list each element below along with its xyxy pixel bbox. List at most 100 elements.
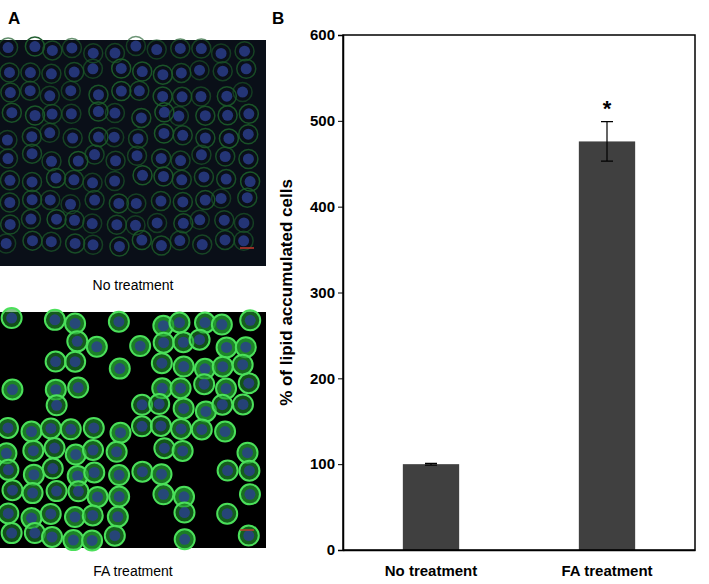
- cell-nucleus: [114, 241, 125, 252]
- cell-outline: [23, 172, 42, 191]
- cell-nucleus: [47, 532, 58, 543]
- cell-nucleus: [135, 341, 146, 352]
- cell-nucleus: [27, 235, 38, 246]
- cell-nucleus: [70, 356, 81, 367]
- cell-outline: [21, 63, 40, 82]
- cell-nucleus: [156, 153, 167, 164]
- cell-outline: [170, 231, 189, 250]
- cell-outline: [218, 106, 237, 125]
- cell-outline: [154, 167, 173, 186]
- cell-nucleus: [133, 133, 144, 144]
- cell-lipid: [87, 337, 107, 357]
- cell-nucleus: [112, 511, 123, 522]
- cell-nucleus: [88, 48, 99, 59]
- cell-outline: [126, 216, 145, 235]
- cell-nucleus: [137, 399, 148, 410]
- bar: [403, 464, 459, 550]
- cell-outline: [127, 194, 146, 213]
- cell-nucleus: [51, 400, 62, 411]
- cell-outline: [215, 211, 234, 230]
- cell-outline: [0, 130, 17, 149]
- cell-nucleus: [111, 446, 122, 457]
- cell-nucleus: [176, 174, 187, 185]
- cell-nucleus: [49, 443, 60, 454]
- cell-nucleus: [245, 176, 256, 187]
- cell-outline: [40, 86, 59, 105]
- cell-nucleus: [93, 89, 104, 100]
- cell-outline: [234, 213, 253, 232]
- cell-outline: [64, 170, 83, 189]
- cell-nucleus: [28, 445, 39, 456]
- cell-nucleus: [51, 214, 62, 225]
- cell-nucleus: [51, 172, 62, 183]
- cell-outline: [196, 129, 215, 148]
- tick-label: 400: [310, 198, 335, 215]
- y-tick: 300: [310, 284, 343, 301]
- cell-outline: [234, 231, 253, 250]
- cell-lipid: [41, 418, 61, 438]
- cell-nucleus: [222, 465, 233, 476]
- cell-nucleus: [216, 48, 227, 59]
- cell-nucleus: [46, 68, 57, 79]
- cell-outline: [83, 173, 102, 192]
- cell-outline: [152, 236, 171, 255]
- cell-lipid: [171, 378, 191, 398]
- cell-nucleus: [69, 67, 80, 78]
- cell-nucleus: [237, 87, 248, 98]
- cell-outline: [25, 37, 44, 56]
- cell-nucleus: [137, 66, 148, 77]
- cell-outline: [239, 125, 258, 144]
- cell-lipid: [151, 416, 171, 436]
- cell-outline: [43, 41, 62, 60]
- cell-nucleus: [66, 108, 77, 119]
- cell-outline: [83, 214, 102, 233]
- tick-mark: [338, 293, 343, 294]
- cell-outline: [191, 87, 210, 106]
- cell-outline: [105, 172, 124, 191]
- cell-lipid: [109, 465, 129, 485]
- cell-nucleus: [110, 155, 121, 166]
- cell-nucleus: [25, 67, 36, 78]
- cell-nucleus: [155, 196, 166, 207]
- cell-lipid: [2, 380, 22, 400]
- cell-outline: [172, 170, 191, 189]
- cell-outline: [133, 62, 152, 81]
- image-caption: No treatment: [93, 277, 174, 293]
- cell-lipid: [239, 461, 259, 481]
- cell-outline: [112, 82, 131, 101]
- cell-nucleus: [194, 214, 205, 225]
- cell-outline: [1, 215, 20, 234]
- cell-outline: [237, 59, 256, 78]
- cell-lipid: [83, 440, 103, 460]
- cell-lipid: [68, 378, 88, 398]
- cell-nucleus: [157, 91, 168, 102]
- cell-outline: [173, 87, 192, 106]
- cell-nucleus: [221, 174, 232, 185]
- cell-lipid: [82, 530, 102, 550]
- cell-lipid: [132, 462, 152, 482]
- cell-nucleus: [73, 156, 84, 167]
- cell-nucleus: [156, 358, 167, 369]
- cell-nucleus: [88, 239, 99, 250]
- tick-mark: [338, 121, 343, 122]
- cell-outline: [112, 59, 131, 78]
- cell-nucleus: [27, 148, 38, 159]
- cell-nucleus: [156, 469, 167, 480]
- cell-nucleus: [109, 108, 120, 119]
- cell-nucleus: [137, 170, 148, 181]
- cell-outline: [235, 42, 254, 61]
- micrograph: [0, 37, 266, 266]
- cell-nucleus: [109, 176, 120, 187]
- cell-nucleus: [4, 197, 15, 208]
- cell-nucleus: [177, 445, 188, 456]
- cell-lipid: [2, 308, 22, 328]
- scale-bar: [240, 529, 254, 531]
- y-axis-title: % of lipid accumulated cells: [277, 179, 296, 406]
- cell-outline: [155, 103, 174, 122]
- scale-bar: [240, 247, 254, 249]
- cell-outline: [190, 210, 209, 229]
- cell-nucleus: [3, 42, 14, 53]
- cell-lipid: [154, 438, 174, 458]
- cell-lipid: [171, 419, 191, 439]
- cell-lipid: [217, 337, 237, 357]
